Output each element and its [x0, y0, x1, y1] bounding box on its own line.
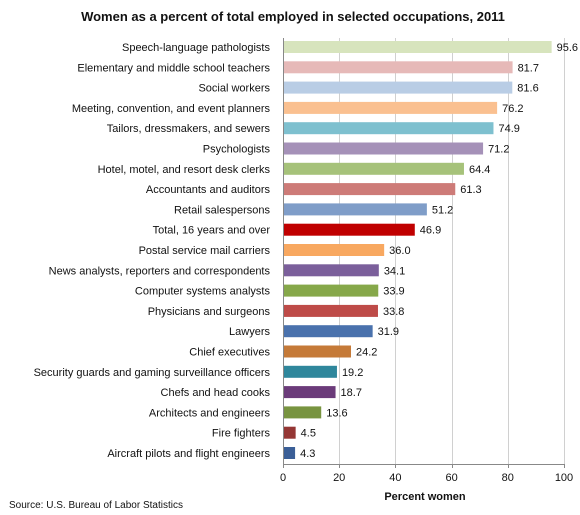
bar — [284, 183, 456, 196]
bar — [284, 142, 484, 155]
category-labels: Speech-language pathologists Elementary a… — [34, 42, 271, 460]
bar — [284, 345, 352, 358]
bar — [284, 284, 379, 297]
source-note: Source: U.S. Bureau of Labor Statistics — [9, 500, 183, 511]
bar — [284, 365, 337, 378]
value-label: 81.7 — [518, 62, 539, 74]
value-label: 24.2 — [356, 347, 377, 359]
bar — [284, 101, 498, 114]
value-label: 33.8 — [383, 306, 404, 318]
bar — [284, 203, 427, 216]
value-label: 4.5 — [301, 428, 316, 440]
x-tick-label: 20 — [333, 472, 345, 484]
bar — [284, 223, 415, 236]
category-label: Physicians and surgeons — [148, 306, 271, 318]
bar — [284, 264, 379, 277]
value-label: 51.2 — [432, 204, 453, 216]
value-label: 13.6 — [326, 407, 347, 419]
bar — [284, 41, 552, 53]
value-label: 4.3 — [300, 448, 315, 460]
category-label: Hotel, motel, and resort desk clerks — [98, 164, 271, 176]
bar — [284, 61, 513, 74]
category-label: Computer systems analysts — [135, 286, 271, 298]
category-label: Security guards and gaming surveillance … — [34, 367, 271, 379]
value-label: 46.9 — [420, 225, 441, 237]
chart-title: Women as a percent of total employed in … — [81, 9, 505, 24]
value-label: 74.9 — [498, 123, 519, 135]
x-tick-label: 100 — [555, 472, 573, 484]
bar — [284, 447, 296, 459]
category-label: Psychologists — [203, 144, 271, 156]
bar — [284, 426, 296, 439]
category-label: Chefs and head cooks — [161, 387, 271, 399]
value-label: 18.7 — [341, 387, 362, 399]
value-label: 61.3 — [460, 184, 481, 196]
value-label: 31.9 — [378, 326, 399, 338]
value-label: 36.0 — [389, 245, 410, 257]
bar — [284, 122, 494, 135]
x-tick-label: 40 — [389, 472, 401, 484]
bar — [284, 244, 385, 256]
category-label: Accountants and auditors — [146, 184, 271, 196]
category-label: Tailors, dressmakers, and sewers — [107, 123, 271, 135]
x-tick-label: 0 — [280, 472, 286, 484]
category-label: Postal service mail carriers — [139, 245, 271, 257]
category-label: Fire fighters — [212, 428, 271, 440]
category-label: Lawyers — [229, 326, 270, 338]
bars — [284, 41, 552, 459]
value-label: 76.2 — [502, 103, 523, 115]
category-label: Retail salespersons — [174, 204, 270, 216]
bar — [284, 81, 513, 94]
bar — [284, 304, 378, 317]
bar — [284, 406, 322, 419]
value-label: 33.9 — [383, 286, 404, 298]
category-label: Meeting, convention, and event planners — [72, 103, 271, 115]
category-label: Total, 16 years and over — [153, 225, 271, 237]
value-label: 95.6 — [557, 42, 578, 54]
value-label: 81.6 — [517, 83, 538, 95]
category-label: Speech-language pathologists — [122, 42, 271, 54]
x-axis: 0 20 40 60 80 100 — [280, 38, 573, 484]
x-tick-label: 60 — [445, 472, 457, 484]
bar — [284, 386, 336, 399]
bar — [284, 325, 373, 338]
x-tick-label: 80 — [502, 472, 514, 484]
category-label: Social workers — [198, 83, 270, 95]
category-label: Elementary and middle school teachers — [77, 62, 270, 74]
bar — [284, 162, 464, 175]
category-label: Chief executives — [189, 347, 270, 359]
category-label: Aircraft pilots and flight engineers — [107, 448, 270, 460]
value-labels: 95.6 81.7 81.6 76.2 74.9 71.2 64.4 61.3 51.2 46.9… — [300, 42, 578, 460]
value-label: 71.2 — [488, 144, 509, 156]
x-axis-title: Percent women — [384, 491, 466, 503]
value-label: 19.2 — [342, 367, 363, 379]
value-label: 64.4 — [469, 164, 490, 176]
value-label: 34.1 — [384, 265, 405, 277]
category-label: Architects and engineers — [149, 407, 271, 419]
category-label: News analysts, reporters and corresponde… — [49, 265, 271, 277]
